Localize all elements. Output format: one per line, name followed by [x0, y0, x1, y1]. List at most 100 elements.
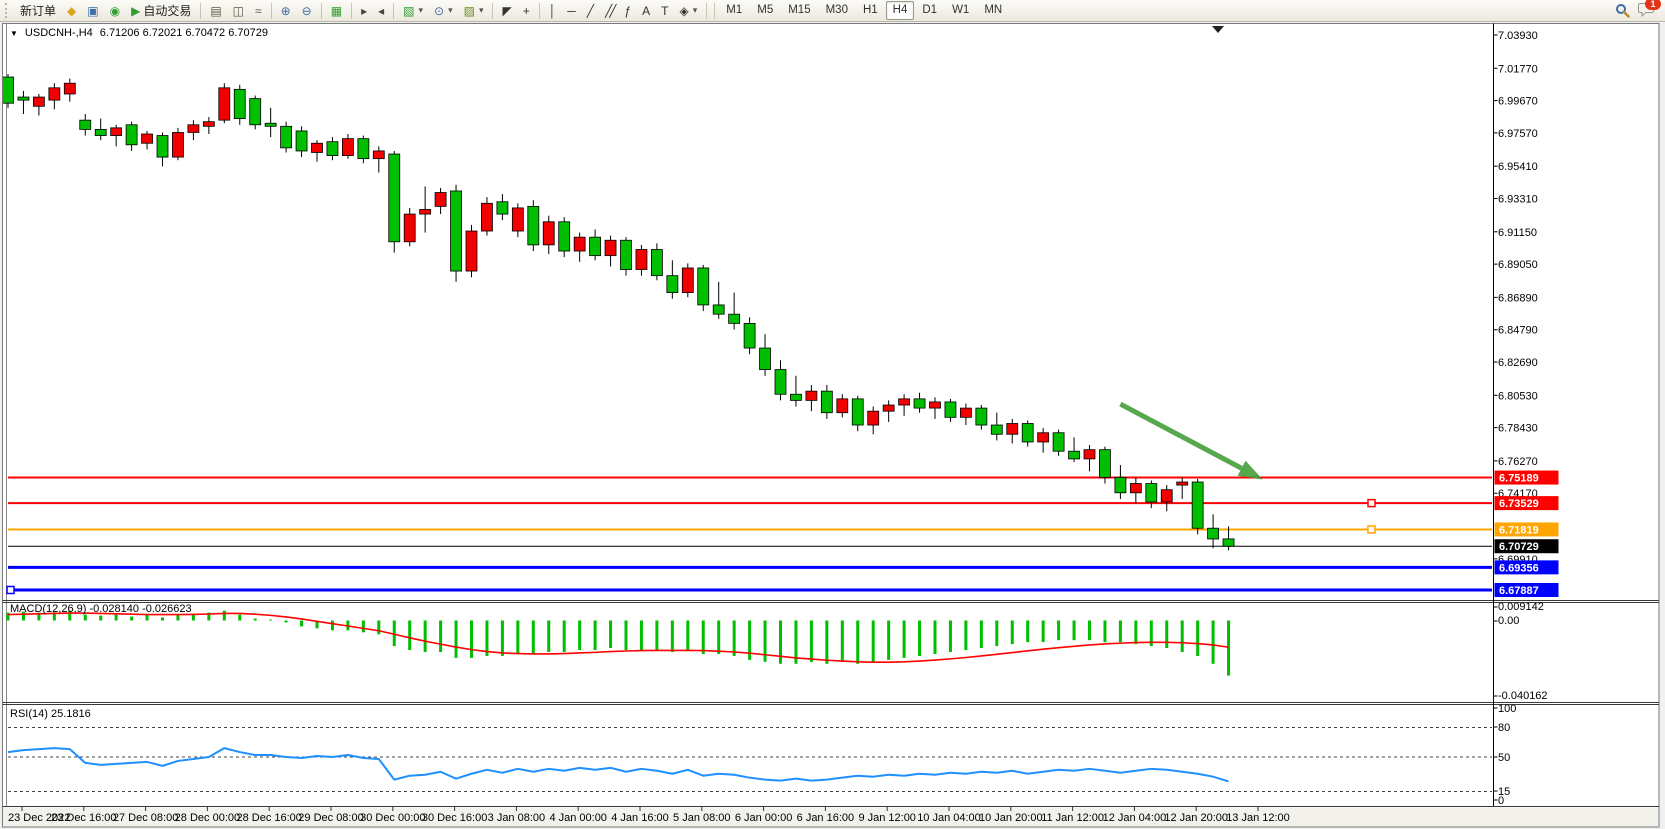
candle-body — [218, 87, 231, 121]
symbol-dropdown-icon: ▼ — [10, 28, 18, 38]
time-axis-label: 23 Dec 16:00 — [51, 812, 116, 824]
price-line-badge — [1494, 560, 1559, 575]
timeframe-m1-button[interactable]: M1 — [726, 4, 743, 16]
toolbar-arrows-button[interactable]: ◈ ▾ — [674, 0, 702, 21]
toolbar-new-chart-button[interactable]: ▧ ▾ — [398, 0, 428, 21]
toolbar-vertical-line-button[interactable]: │ — [544, 0, 562, 21]
toolbar-crosshair-button[interactable]: + — [518, 0, 535, 21]
candle-body — [836, 398, 849, 414]
new-chart-icon: ▧ — [403, 3, 415, 18]
template-icon: ▨ — [463, 3, 475, 18]
toolbar-zoom-out-button[interactable]: ⊖ — [297, 0, 317, 21]
timeframe-w1-button[interactable]: W1 — [952, 4, 970, 16]
toolbar-horizontal-line-button[interactable]: ─ — [562, 0, 581, 21]
candle-body — [604, 239, 617, 257]
candle-body — [465, 230, 478, 272]
toolbar-candlestick-chart-button[interactable]: ◫ — [228, 0, 249, 21]
toolbar-chart-shift-button[interactable]: ◂ — [373, 0, 389, 21]
toolbar-bar-chart-button[interactable]: ▤ — [205, 0, 226, 21]
candle-body — [311, 142, 323, 153]
time-axis-label: 23 Dec 2022 — [8, 812, 70, 824]
line-handle[interactable] — [6, 585, 15, 595]
chart-shift-marker-icon[interactable] — [1212, 26, 1224, 33]
candle-body — [882, 404, 895, 412]
candle-body — [388, 153, 401, 243]
price-axis-label: 7.01770 — [1498, 63, 1538, 75]
toolbar-seal-button[interactable]: ◆ — [62, 0, 81, 21]
price-line-badge-label: 6.75189 — [1499, 473, 1539, 485]
chart-window — [2, 23, 1660, 828]
timeframe-mn-button[interactable]: MN — [984, 4, 1003, 16]
candle-body — [48, 87, 61, 101]
price-line-badge-label: 6.70729 — [1499, 541, 1539, 553]
candle-body — [326, 141, 339, 156]
line-handle[interactable] — [1367, 525, 1376, 534]
candle-body — [141, 133, 153, 144]
time-axis-strip — [3, 807, 1658, 827]
timeframe-m30-button[interactable]: M30 — [825, 4, 848, 16]
price-axis-label: 6.91150 — [1498, 227, 1537, 239]
toolbar-separator — [351, 2, 353, 19]
toolbar-trendline-button[interactable]: ╱ — [582, 0, 599, 21]
chevron-down-icon: ▾ — [478, 5, 484, 15]
time-axis-label: 4 Jan 00:00 — [549, 812, 607, 824]
rsi-pane — [7, 747, 1229, 783]
candle-body — [187, 124, 200, 133]
candle-body — [651, 249, 663, 277]
toolbar-line-chart-button[interactable]: ≈ — [250, 0, 267, 21]
rsi-label: RSI(14) 25.1816 — [10, 708, 91, 720]
timeframe-d1-button[interactable]: D1 — [922, 4, 938, 16]
toolbar-auto-scroll-button[interactable]: ▸ — [356, 0, 372, 21]
toolbar-market-watch-button[interactable]: ▣ — [82, 0, 103, 21]
timeframe-m5-button[interactable]: M5 — [757, 4, 774, 16]
price-axis-label: 6.84790 — [1498, 325, 1538, 337]
search-icon[interactable] — [1615, 3, 1630, 18]
toolbar-separator — [492, 2, 494, 19]
candle-body — [63, 82, 76, 95]
toolbar-signals-button[interactable]: ◉ — [105, 0, 125, 21]
candle-body — [1037, 432, 1050, 443]
toolbar-tile-windows-button[interactable]: ▦ — [326, 0, 347, 21]
price-line-badge — [1494, 522, 1559, 537]
macd-axis-label: 0.009142 — [1498, 601, 1544, 613]
toolbar-text-button[interactable]: A — [637, 0, 655, 21]
time-axis-label: 10 Jan 04:00 — [917, 812, 981, 824]
timeframe-h4-button[interactable]: H4 — [885, 1, 915, 20]
toolbar-text-label-button[interactable]: T — [656, 0, 673, 21]
candle-body — [511, 207, 524, 232]
toolbar-separator — [270, 2, 272, 19]
main-toolbar: 新订单 ◆ ▣ ◉ ▶ 自动交易 ▤ ◫ ≈ ⊕ ⊖ ▦ ▸ ◂ ▧ ▾ ⊙ ▾ ▨ ▾ ◤ + │ ─ ╱ ╱╱ ƒ A T ◈ ▾ M1… — [0, 0, 1665, 22]
candle-body — [944, 401, 957, 418]
toolbar-templates-button[interactable]: ▨ ▾ — [459, 0, 489, 21]
candle-body — [3, 76, 14, 104]
candle-body — [33, 96, 45, 107]
autotrade-icon: ▶ — [131, 3, 141, 18]
toolbar-new-order-button[interactable]: 新订单 — [15, 0, 61, 21]
toolbar-periods-button[interactable]: ⊙ ▾ — [429, 0, 458, 21]
price-axis-label: 6.93310 — [1498, 194, 1538, 206]
clock-icon: ⊙ — [434, 3, 445, 18]
price-pane[interactable] — [3, 73, 1493, 595]
macd-axis-label: 0.00 — [1498, 615, 1519, 627]
timeframe-h1-button[interactable]: H1 — [862, 4, 878, 16]
toolbar-zoom-in-button[interactable]: ⊕ — [276, 0, 296, 21]
toolbar-channel-button[interactable]: ╱╱ — [600, 0, 618, 21]
time-axis-label: 11 Jan 12:00 — [1041, 812, 1104, 824]
toolbar-autotrading-button[interactable]: ▶ 自动交易 — [126, 0, 196, 21]
line-handle[interactable] — [1367, 498, 1376, 508]
candle-body — [573, 236, 586, 252]
timeframe-m15-button[interactable]: M15 — [788, 4, 811, 16]
time-axis-label: 5 Jan 08:00 — [673, 812, 731, 824]
toolbar-cursor-button[interactable]: ◤ — [497, 0, 516, 21]
candle-body — [867, 410, 880, 426]
price-axis-label: 6.82690 — [1498, 357, 1538, 369]
rsi-axis-label: 80 — [1498, 722, 1510, 734]
toolbar-grip[interactable] — [5, 3, 11, 18]
toolbar-separator — [706, 2, 708, 19]
chevron-down-icon: ▾ — [418, 5, 424, 15]
notifications-button[interactable]: 1 — [1638, 0, 1661, 20]
candle-body — [975, 407, 988, 426]
trend-arrow-annotation[interactable] — [1119, 401, 1263, 480]
toolbar-fibonacci-button[interactable]: ƒ — [619, 0, 636, 21]
